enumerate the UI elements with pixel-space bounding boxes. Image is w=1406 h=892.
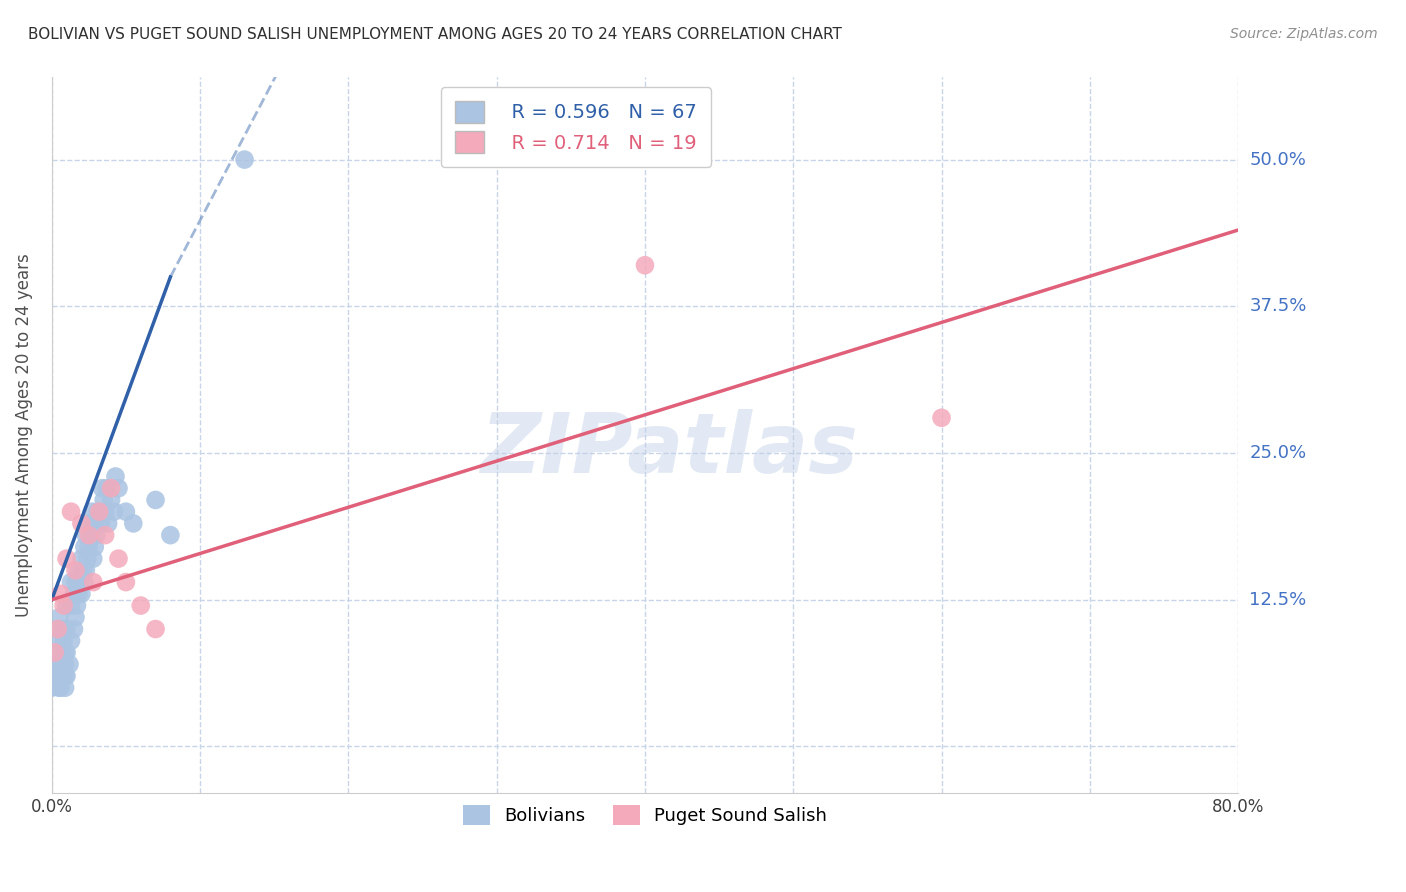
Point xyxy=(145,622,167,636)
Text: 50.0%: 50.0% xyxy=(1250,151,1306,169)
Point xyxy=(45,669,67,683)
Point xyxy=(94,505,117,519)
Point xyxy=(44,646,66,660)
Text: BOLIVIAN VS PUGET SOUND SALISH UNEMPLOYMENT AMONG AGES 20 TO 24 YEARS CORRELATIO: BOLIVIAN VS PUGET SOUND SALISH UNEMPLOYM… xyxy=(28,27,842,42)
Point xyxy=(104,469,127,483)
Point xyxy=(72,563,94,577)
Point xyxy=(52,622,75,636)
Point xyxy=(48,646,70,660)
Point xyxy=(55,669,77,683)
Point xyxy=(77,528,100,542)
Point xyxy=(63,587,86,601)
Point xyxy=(84,528,107,542)
Point xyxy=(60,599,83,613)
Point xyxy=(53,646,76,660)
Text: 25.0%: 25.0% xyxy=(1250,444,1306,462)
Point xyxy=(48,669,70,683)
Point xyxy=(53,681,76,695)
Point xyxy=(65,610,87,624)
Point xyxy=(107,481,129,495)
Point xyxy=(55,622,77,636)
Point xyxy=(82,551,104,566)
Point xyxy=(52,633,75,648)
Point xyxy=(60,575,83,590)
Point xyxy=(55,599,77,613)
Point xyxy=(115,505,138,519)
Point xyxy=(60,505,83,519)
Point xyxy=(82,516,104,531)
Point xyxy=(107,551,129,566)
Point xyxy=(49,587,72,601)
Text: Source: ZipAtlas.com: Source: ZipAtlas.com xyxy=(1230,27,1378,41)
Point xyxy=(233,153,256,167)
Point xyxy=(49,681,72,695)
Point xyxy=(51,669,73,683)
Point xyxy=(70,587,93,601)
Point xyxy=(100,492,122,507)
Point xyxy=(58,657,80,672)
Point xyxy=(83,540,105,554)
Point xyxy=(115,575,138,590)
Point xyxy=(90,516,112,531)
Point xyxy=(48,657,70,672)
Point xyxy=(48,622,70,636)
Point xyxy=(70,516,93,531)
Point xyxy=(73,575,96,590)
Point xyxy=(44,657,66,672)
Point xyxy=(41,681,63,695)
Point xyxy=(634,258,657,272)
Point xyxy=(93,492,115,507)
Point xyxy=(91,481,114,495)
Point xyxy=(69,575,91,590)
Point xyxy=(46,622,69,636)
Y-axis label: Unemployment Among Ages 20 to 24 years: Unemployment Among Ages 20 to 24 years xyxy=(15,253,32,617)
Point xyxy=(48,681,70,695)
Point xyxy=(52,599,75,613)
Point xyxy=(63,622,86,636)
Point xyxy=(75,528,97,542)
Point xyxy=(48,633,70,648)
Text: 12.5%: 12.5% xyxy=(1250,591,1306,608)
Point xyxy=(66,599,89,613)
Point xyxy=(96,481,118,495)
Text: ZIPatlas: ZIPatlas xyxy=(479,409,858,491)
Point xyxy=(145,492,167,507)
Point xyxy=(53,669,76,683)
Point xyxy=(97,516,120,531)
Point xyxy=(103,505,125,519)
Point xyxy=(77,516,100,531)
Point xyxy=(48,610,70,624)
Point xyxy=(100,481,122,495)
Point xyxy=(55,646,77,660)
Legend: Bolivians, Puget Sound Salish: Bolivians, Puget Sound Salish xyxy=(454,796,837,834)
Point xyxy=(76,551,98,566)
Point xyxy=(65,563,87,577)
Text: 37.5%: 37.5% xyxy=(1250,297,1306,315)
Point xyxy=(159,528,181,542)
Point xyxy=(55,551,77,566)
Point xyxy=(60,633,83,648)
Point xyxy=(79,528,101,542)
Point xyxy=(65,575,87,590)
Point xyxy=(94,528,117,542)
Point xyxy=(129,599,152,613)
Point xyxy=(52,657,75,672)
Point xyxy=(122,516,145,531)
Point xyxy=(53,657,76,672)
Point xyxy=(70,551,93,566)
Point xyxy=(67,587,90,601)
Point xyxy=(87,505,110,519)
Point xyxy=(75,563,97,577)
Point xyxy=(80,505,103,519)
Point xyxy=(77,540,100,554)
Point xyxy=(82,575,104,590)
Point xyxy=(89,505,111,519)
Point xyxy=(67,563,90,577)
Point xyxy=(73,540,96,554)
Point xyxy=(931,410,953,425)
